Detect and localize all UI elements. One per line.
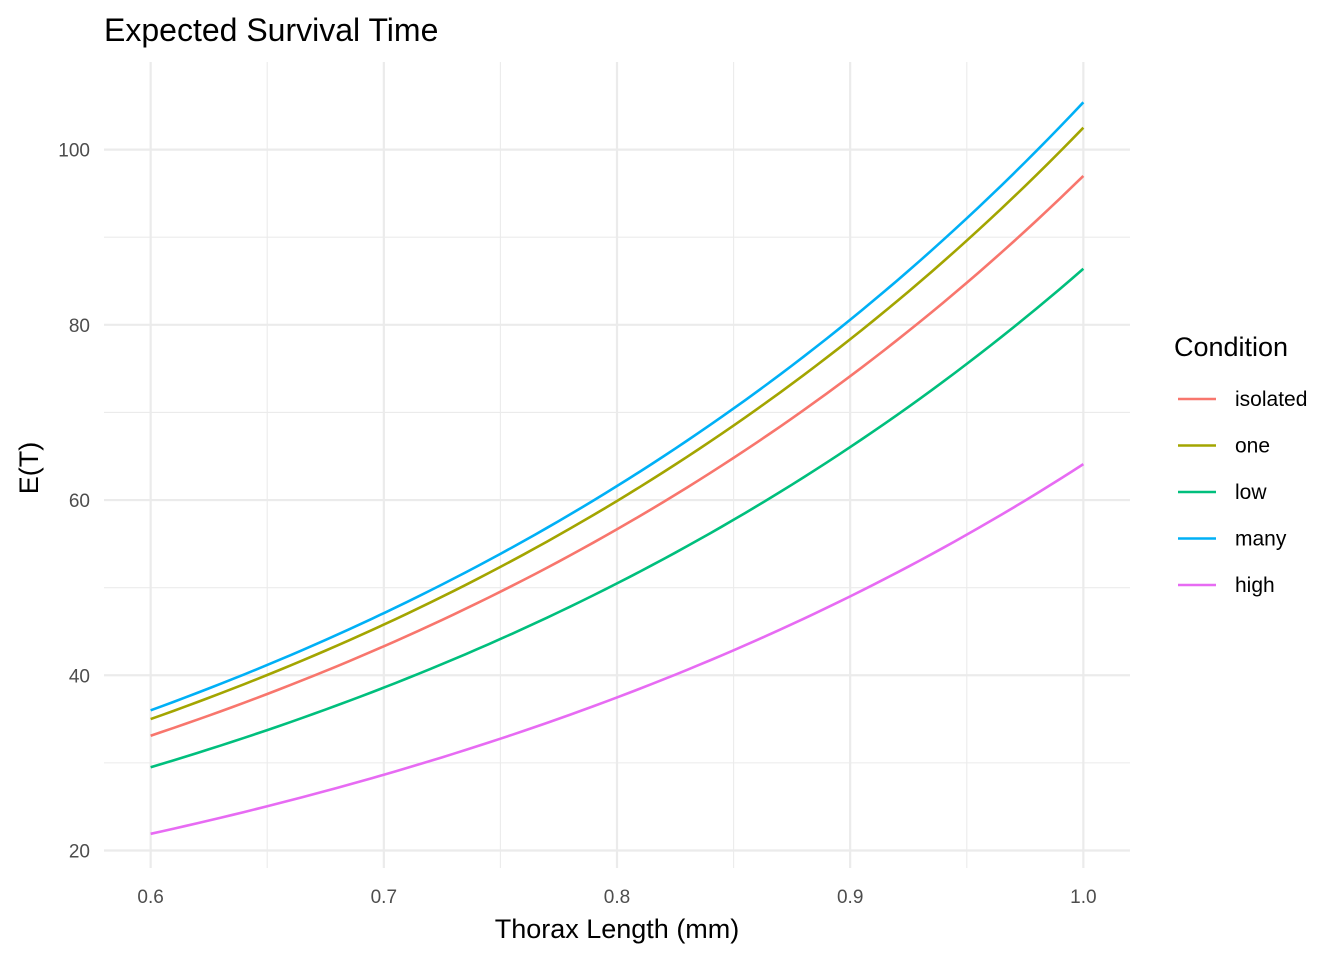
y-tick-label: 100 xyxy=(58,141,90,162)
series-line-one xyxy=(150,126,1085,721)
y-tick-label: 80 xyxy=(69,316,90,337)
legend-item-one: one xyxy=(1178,435,1270,458)
y-tick-label: 20 xyxy=(69,841,90,862)
x-tick-label: 0.8 xyxy=(604,887,630,908)
legend-label-high: high xyxy=(1235,574,1275,597)
chart-title: Expected Survival Time xyxy=(104,12,438,48)
legend: Condition isolated one low many high xyxy=(1174,332,1307,597)
legend-label-isolated: isolated xyxy=(1235,388,1307,411)
legend-label-many: many xyxy=(1235,528,1287,551)
series-layer xyxy=(150,101,1085,836)
series-line-isolated xyxy=(150,174,1085,737)
x-tick-label: 0.7 xyxy=(371,887,397,908)
legend-label-one: one xyxy=(1235,435,1270,458)
y-axis-title: E(T) xyxy=(14,442,44,494)
legend-item-high: high xyxy=(1178,574,1275,597)
legend-title: Condition xyxy=(1174,332,1288,362)
series-line-high xyxy=(150,463,1085,836)
y-tick-label: 60 xyxy=(69,491,90,512)
legend-label-low: low xyxy=(1235,481,1267,504)
y-tick-labels: 20 40 60 80 100 xyxy=(58,141,90,863)
legend-item-low: low xyxy=(1178,481,1267,504)
legend-item-isolated: isolated xyxy=(1178,388,1307,411)
series-line-many xyxy=(150,101,1085,712)
x-axis-title: Thorax Length (mm) xyxy=(495,914,740,944)
grid xyxy=(104,62,1130,868)
legend-items: isolated one low many high xyxy=(1178,388,1307,597)
x-tick-label: 0.6 xyxy=(137,887,163,908)
legend-item-many: many xyxy=(1178,528,1287,551)
y-tick-label: 40 xyxy=(69,666,90,687)
x-tick-label: 0.9 xyxy=(837,887,863,908)
series-line-low xyxy=(150,267,1085,769)
x-tick-label: 1.0 xyxy=(1070,887,1096,908)
x-tick-labels: 0.6 0.7 0.8 0.9 1.0 xyxy=(137,887,1096,908)
